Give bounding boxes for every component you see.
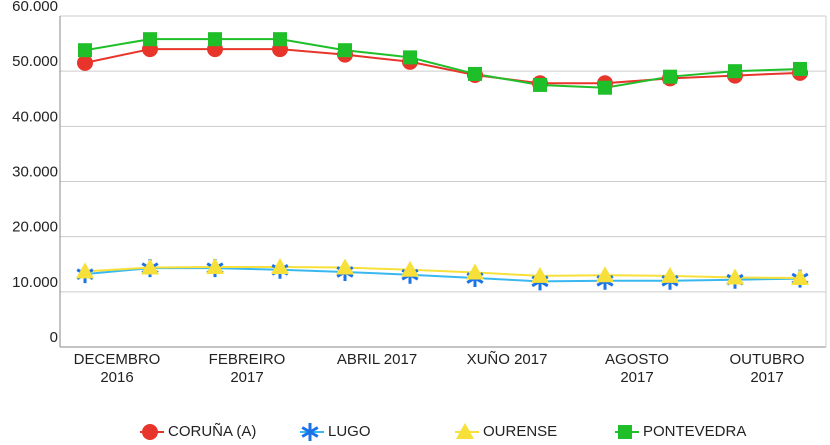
marker [76, 262, 94, 279]
marker [401, 260, 419, 277]
marker [338, 43, 352, 58]
legend-label: OURENSE [483, 423, 557, 440]
marker [598, 80, 612, 95]
y-tick-label: 30.000 [12, 163, 58, 180]
marker [141, 258, 159, 275]
x-tick-label: ABRIL 2017 [337, 351, 417, 368]
marker [663, 69, 677, 84]
y-tick-label: 0 [50, 329, 58, 346]
marker [466, 263, 484, 280]
marker [661, 266, 679, 283]
marker [273, 32, 287, 47]
marker [793, 61, 807, 76]
x-tick-label: OUTUBRO 2017 [730, 351, 805, 386]
marker [336, 258, 354, 275]
marker [726, 268, 744, 285]
legend-label: LUGO [328, 423, 371, 440]
series-line [84, 266, 801, 280]
x-tick-label: AGOSTO 2017 [605, 351, 669, 386]
y-tick-label: 10.000 [12, 274, 58, 291]
marker [77, 54, 93, 71]
marker [728, 64, 742, 79]
series-line [84, 38, 801, 89]
marker [403, 50, 417, 65]
y-tick-label: 20.000 [12, 219, 58, 236]
marker [206, 258, 224, 275]
x-tick-label: FEBREIRO 2017 [209, 351, 286, 386]
marker [533, 77, 547, 92]
x-tick-label: XUÑO 2017 [467, 351, 548, 368]
marker [271, 258, 289, 275]
marker [618, 425, 632, 439]
marker [468, 66, 482, 81]
marker [301, 423, 319, 441]
legend-item: PONTEVEDRA [615, 423, 746, 440]
legend-item: LUGO [300, 423, 371, 441]
x-tick-label: DECEMBRO 2016 [74, 351, 161, 386]
legend-item: CORUÑA (A) [140, 423, 256, 440]
marker [142, 424, 158, 440]
marker [456, 423, 474, 439]
y-tick-label: 40.000 [12, 108, 58, 125]
legend-label: CORUÑA (A) [168, 423, 256, 440]
marker [143, 32, 157, 47]
y-tick-label: 60.000 [12, 0, 58, 15]
series-line [84, 267, 801, 283]
marker [78, 43, 92, 58]
marker [208, 32, 222, 47]
y-tick-label: 50.000 [12, 53, 58, 70]
marker [531, 266, 549, 283]
marker [791, 269, 809, 286]
series-line [84, 48, 801, 85]
marker [596, 266, 614, 283]
legend-label: PONTEVEDRA [643, 423, 746, 440]
legend-item: OURENSE [455, 423, 557, 440]
